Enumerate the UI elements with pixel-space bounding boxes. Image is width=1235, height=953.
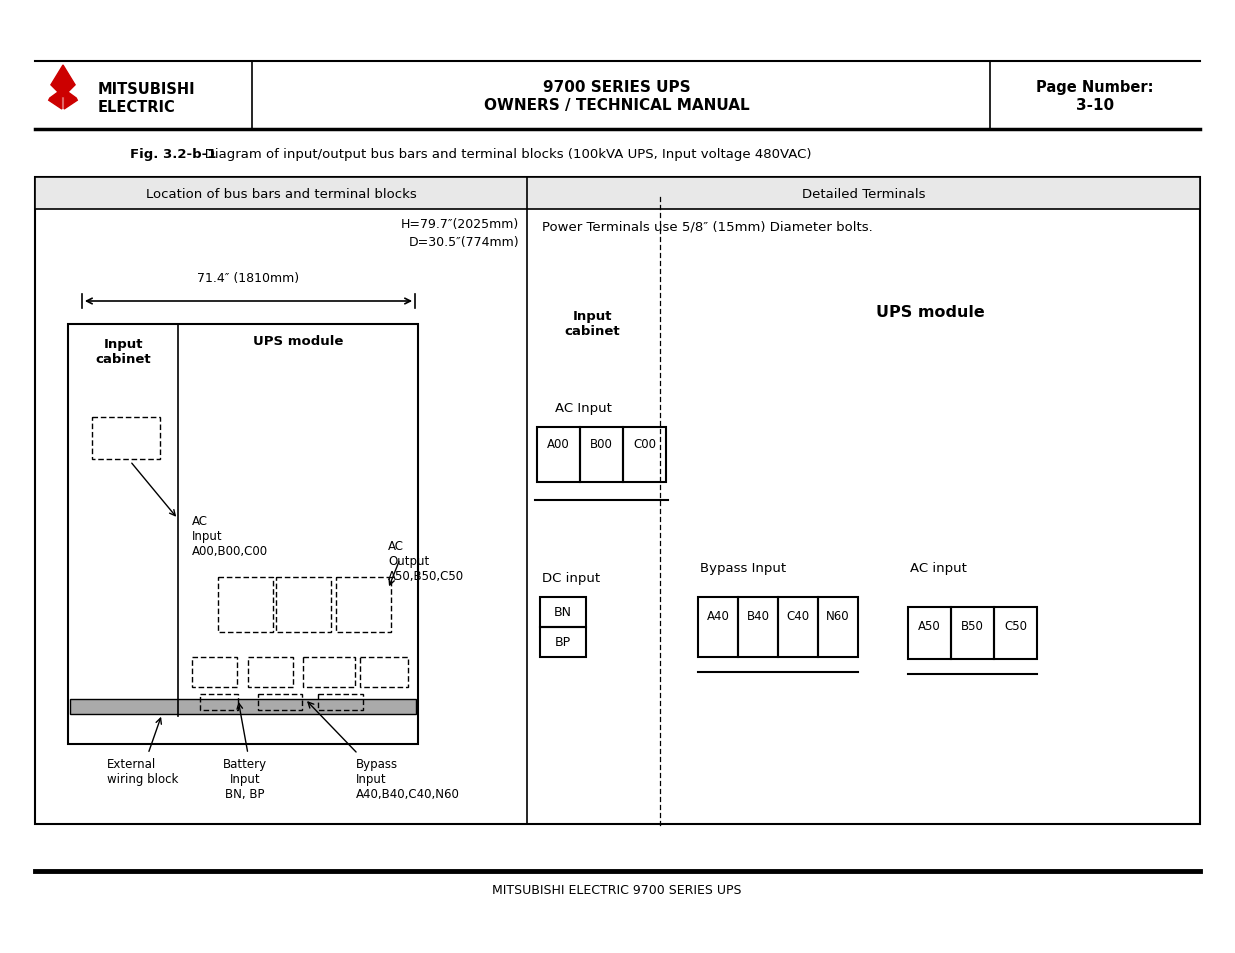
Bar: [219, 578, 273, 633]
Bar: [818, 598, 858, 658]
Text: H=79.7″(2025mm): H=79.7″(2025mm): [400, 218, 519, 231]
Text: BN: BN: [555, 606, 572, 618]
Text: Page Number:: Page Number:: [1036, 80, 1153, 95]
Text: C40: C40: [787, 609, 810, 622]
Bar: [35, 178, 1200, 210]
Bar: [540, 598, 585, 627]
Text: AC Input: AC Input: [555, 401, 611, 415]
Text: C50: C50: [1004, 619, 1028, 633]
Bar: [778, 598, 818, 658]
Text: Input
cabinet: Input cabinet: [564, 310, 620, 337]
Bar: [580, 428, 622, 482]
Bar: [68, 325, 417, 744]
Text: B00: B00: [590, 437, 613, 451]
Bar: [994, 607, 1037, 659]
Text: N60: N60: [826, 609, 850, 622]
Bar: [200, 695, 238, 710]
Polygon shape: [51, 66, 75, 98]
Bar: [540, 627, 585, 658]
Text: A00: A00: [547, 437, 569, 451]
Text: MITSUBISHI: MITSUBISHI: [98, 82, 195, 97]
Polygon shape: [48, 91, 62, 110]
Bar: [275, 578, 331, 633]
Text: Power Terminals use 5/8″ (15mm) Diameter bolts.: Power Terminals use 5/8″ (15mm) Diameter…: [542, 220, 873, 233]
Text: C00: C00: [634, 437, 656, 451]
Text: Detailed Terminals: Detailed Terminals: [802, 188, 925, 200]
Text: Location of bus bars and terminal blocks: Location of bus bars and terminal blocks: [146, 188, 416, 200]
Bar: [191, 658, 237, 687]
Bar: [622, 428, 666, 482]
Text: D=30.5″(774mm): D=30.5″(774mm): [409, 235, 519, 249]
Bar: [35, 178, 1200, 824]
Bar: [359, 658, 408, 687]
Text: Battery
Input
BN, BP: Battery Input BN, BP: [224, 758, 267, 801]
Text: ELECTRIC: ELECTRIC: [98, 100, 175, 115]
Bar: [951, 607, 994, 659]
Text: AC input: AC input: [910, 561, 967, 575]
Text: B40: B40: [746, 609, 769, 622]
Bar: [537, 428, 580, 482]
Text: UPS module: UPS module: [253, 335, 343, 348]
Bar: [739, 598, 778, 658]
Text: Bypass Input: Bypass Input: [700, 561, 787, 575]
Text: Bypass
Input
A40,B40,C40,N60: Bypass Input A40,B40,C40,N60: [356, 758, 459, 801]
Text: AC
Input
A00,B00,C00: AC Input A00,B00,C00: [191, 515, 268, 558]
Text: Diagram of input/output bus bars and terminal blocks (100kVA UPS, Input voltage : Diagram of input/output bus bars and ter…: [191, 148, 811, 161]
Bar: [698, 598, 739, 658]
Bar: [70, 700, 416, 714]
Text: UPS module: UPS module: [876, 305, 984, 319]
Text: A50: A50: [918, 619, 941, 633]
Bar: [91, 417, 161, 459]
Bar: [248, 658, 293, 687]
Polygon shape: [64, 91, 78, 110]
Text: 9700 SERIES UPS: 9700 SERIES UPS: [543, 80, 690, 95]
Text: External
wiring block: External wiring block: [107, 758, 178, 785]
Text: DC input: DC input: [542, 572, 600, 584]
Bar: [336, 578, 391, 633]
Text: MITSUBISHI ELECTRIC 9700 SERIES UPS: MITSUBISHI ELECTRIC 9700 SERIES UPS: [493, 883, 742, 896]
Text: OWNERS / TECHNICAL MANUAL: OWNERS / TECHNICAL MANUAL: [484, 98, 750, 112]
Text: Input
cabinet: Input cabinet: [95, 337, 151, 366]
Bar: [303, 658, 354, 687]
Bar: [258, 695, 303, 710]
Text: 3-10: 3-10: [1076, 98, 1114, 112]
Text: Fig. 3.2-b-1: Fig. 3.2-b-1: [130, 148, 216, 161]
Text: B50: B50: [961, 619, 984, 633]
Bar: [317, 695, 363, 710]
Text: A40: A40: [706, 609, 730, 622]
Text: AC
Output
A50,B50,C50: AC Output A50,B50,C50: [388, 539, 464, 582]
Text: BP: BP: [555, 636, 571, 649]
Text: 71.4″ (1810mm): 71.4″ (1810mm): [198, 272, 300, 285]
Bar: [908, 607, 951, 659]
